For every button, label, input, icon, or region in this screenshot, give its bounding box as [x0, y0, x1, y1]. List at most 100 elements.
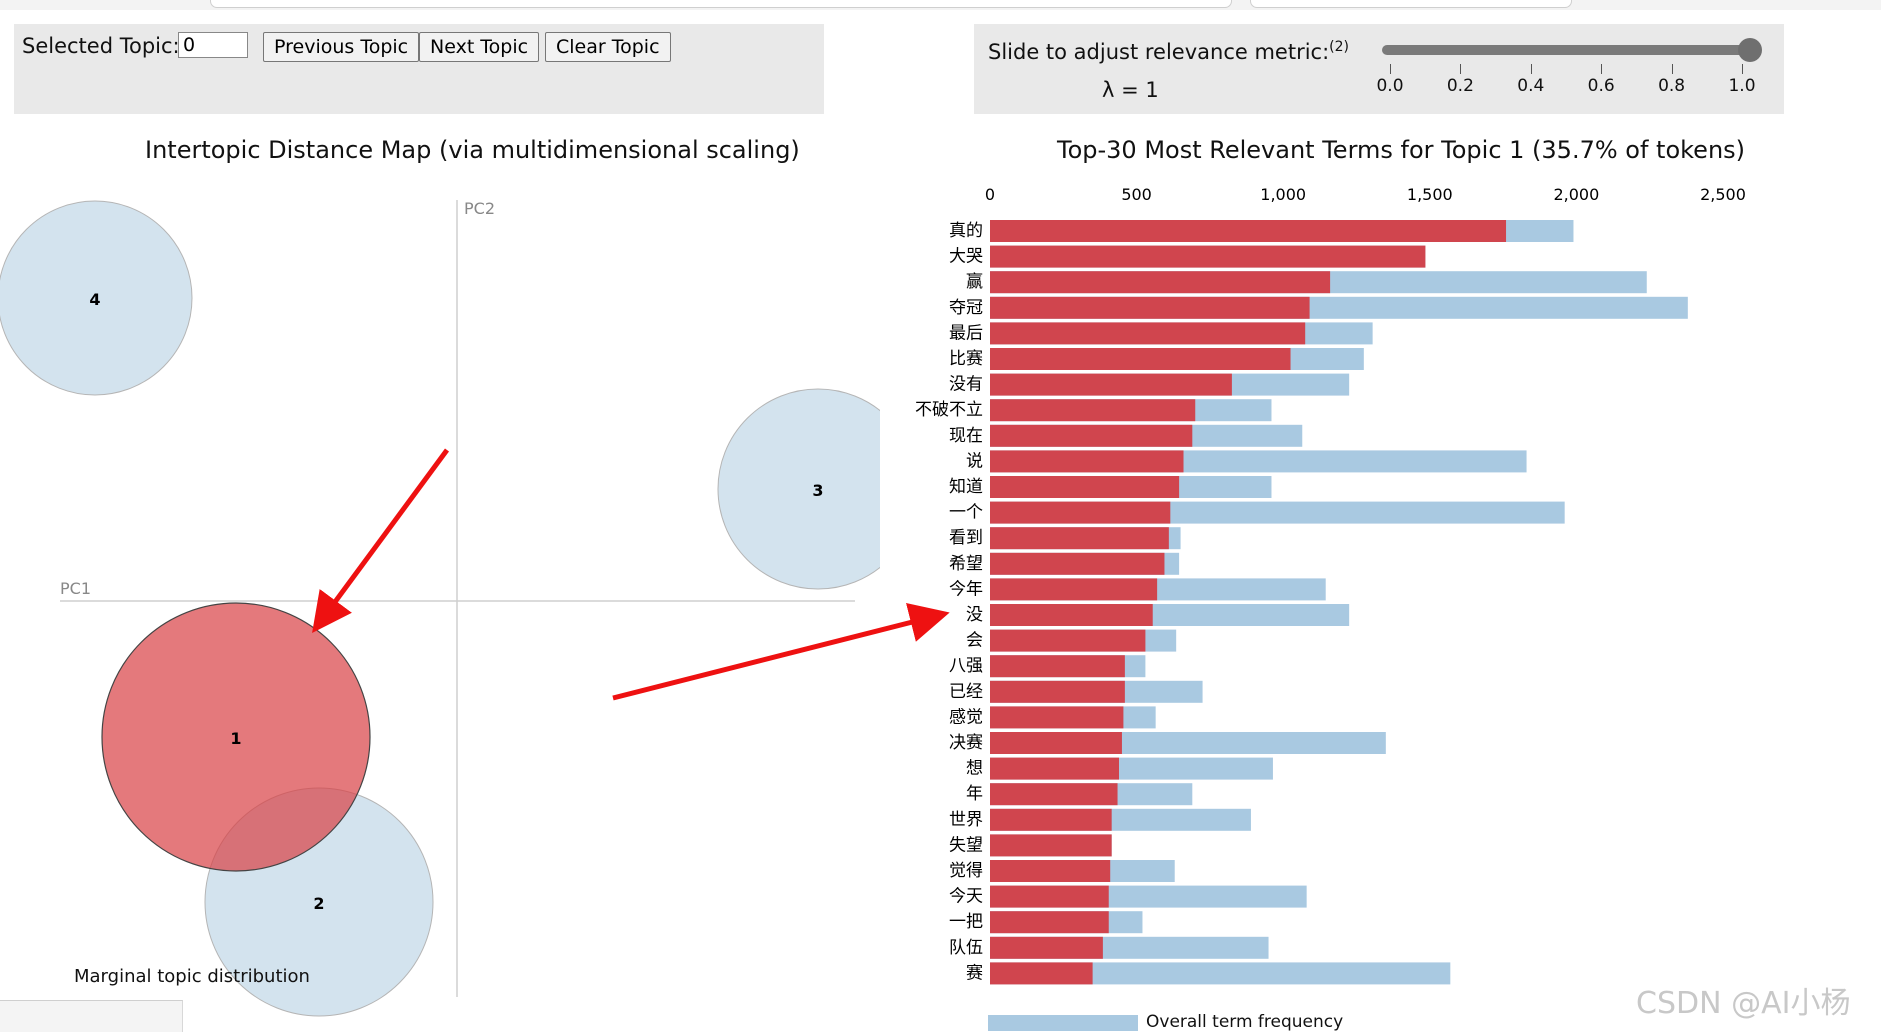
term-label-3[interactable]: 赢	[966, 272, 983, 292]
topic-circle-1-selected[interactable]	[101, 602, 371, 872]
bar-topic-3[interactable]	[990, 271, 1331, 294]
term-bar-chart: 0 500 1,000 1,500 2,000 2,500 真的大哭赢夺冠最后比赛没有不破不…	[915, 185, 1746, 985]
term-label-21[interactable]: 决赛	[949, 732, 983, 753]
topic-circle-4[interactable]	[0, 200, 193, 396]
relevance-slider-track[interactable]	[1382, 45, 1746, 55]
bar-topic-15[interactable]	[990, 578, 1158, 601]
bar-topic-4[interactable]	[990, 296, 1310, 319]
term-label-9[interactable]: 现在	[949, 426, 983, 446]
bar-topic-25[interactable]	[990, 834, 1112, 857]
term-label-10[interactable]: 说	[966, 451, 983, 471]
term-label-23[interactable]: 年	[966, 784, 983, 804]
legend-label-overall: Overall term frequency	[1146, 1012, 1344, 1032]
x-tick-label: 1,000	[1260, 185, 1306, 204]
bar-topic-17[interactable]	[990, 629, 1146, 652]
relevance-control-panel: Slide to adjust relevance metric:(2) λ =…	[974, 24, 1784, 114]
bar-topic-30[interactable]	[990, 962, 1093, 985]
relevance-label: Slide to adjust relevance metric:(2)	[988, 39, 1349, 64]
term-label-20[interactable]: 感觉	[949, 707, 983, 727]
browser-top-strip	[0, 0, 1881, 10]
slider-tick	[1460, 64, 1462, 74]
bar-topic-24[interactable]	[990, 808, 1112, 831]
bar-topic-6[interactable]	[990, 348, 1291, 370]
topic-label-2: 2	[313, 894, 324, 913]
term-label-24[interactable]: 世界	[949, 810, 983, 830]
bar-topic-22[interactable]	[990, 757, 1120, 780]
term-label-25[interactable]: 失望	[949, 835, 983, 855]
slider-tick	[1530, 64, 1532, 74]
topic-label-3: 3	[812, 481, 823, 500]
term-label-17[interactable]: 会	[966, 631, 983, 651]
term-label-28[interactable]: 一把	[949, 912, 983, 932]
bar-topic-13[interactable]	[990, 527, 1169, 550]
bar-topic-29[interactable]	[990, 936, 1103, 959]
selected-topic-input[interactable]	[178, 32, 248, 58]
slider-tick-label: 0.8	[1658, 76, 1686, 96]
bar-topic-10[interactable]	[990, 450, 1184, 473]
topic-control-panel: Selected Topic: Previous Topic Next Topi…	[14, 24, 824, 114]
slider-tick	[1671, 64, 1673, 74]
slider-tick	[1742, 64, 1743, 74]
term-label-8[interactable]: 不破不立	[915, 400, 983, 420]
marginal-topic-label: Marginal topic distribution	[74, 966, 310, 987]
term-label-11[interactable]: 知道	[949, 477, 983, 497]
bar-topic-1[interactable]	[990, 220, 1507, 242]
term-label-15[interactable]: 今年	[949, 579, 983, 599]
bar-topic-14[interactable]	[990, 552, 1165, 575]
bar-topic-12[interactable]	[990, 501, 1171, 524]
bar-topic-16[interactable]	[990, 604, 1153, 626]
map-title: Intertopic Distance Map (via multidimens…	[145, 136, 800, 164]
term-label-12[interactable]: 一个	[949, 503, 983, 523]
term-label-30[interactable]: 赛	[966, 962, 983, 983]
relevance-note: (2)	[1329, 39, 1350, 55]
term-label-26[interactable]: 觉得	[949, 861, 983, 881]
relevance-label-text: Slide to adjust relevance metric:	[988, 40, 1330, 64]
term-label-4[interactable]: 夺冠	[949, 298, 983, 318]
term-label-18[interactable]: 八强	[949, 656, 983, 676]
term-label-5[interactable]: 最后	[949, 323, 983, 343]
term-label-2[interactable]: 大哭	[949, 247, 983, 267]
bar-topic-20[interactable]	[990, 706, 1124, 729]
term-label-16[interactable]: 没	[966, 605, 983, 625]
previous-topic-button[interactable]: Previous Topic	[263, 32, 420, 62]
next-topic-button[interactable]: Next Topic	[419, 32, 540, 62]
term-label-22[interactable]: 想	[966, 759, 983, 779]
slider-tick-label: 1.0	[1728, 76, 1756, 96]
bar-topic-9[interactable]	[990, 424, 1193, 447]
bar-topic-5[interactable]	[990, 322, 1306, 345]
pc2-label: PC2	[464, 199, 495, 218]
term-label-19[interactable]: 已经	[949, 682, 983, 702]
term-label-29[interactable]: 队伍	[949, 938, 983, 958]
bar-topic-28[interactable]	[990, 911, 1109, 934]
bar-topic-8[interactable]	[990, 399, 1196, 422]
slider-tick-label: 0.2	[1446, 76, 1474, 96]
bar-topic-19[interactable]	[990, 680, 1125, 703]
term-label-6[interactable]: 比赛	[949, 348, 983, 369]
bar-overall-30[interactable]	[990, 962, 1451, 985]
term-label-14[interactable]: 希望	[949, 554, 983, 574]
relevance-slider-thumb[interactable]	[1738, 38, 1762, 62]
topic-circle-3[interactable]	[717, 388, 880, 590]
bar-topic-23[interactable]	[990, 783, 1118, 806]
bar-chart-title: Top-30 Most Relevant Terms for Topic 1 (…	[1057, 136, 1746, 164]
x-tick-label: 2,000	[1553, 185, 1599, 204]
slider-tick	[1390, 64, 1391, 74]
term-label-1[interactable]: 真的	[949, 221, 983, 241]
x-tick-label: 0	[985, 185, 995, 204]
bar-topic-11[interactable]	[990, 476, 1180, 498]
bar-topic-7[interactable]	[990, 373, 1232, 396]
slider-tick	[1601, 64, 1603, 74]
bar-topic-2[interactable]	[990, 245, 1426, 268]
term-label-7[interactable]: 没有	[949, 375, 983, 395]
term-label-27[interactable]: 今天	[949, 887, 983, 907]
bar-topic-26[interactable]	[990, 860, 1111, 882]
bar-topic-18[interactable]	[990, 655, 1125, 678]
selected-topic-label: Selected Topic:	[22, 34, 180, 58]
term-label-13[interactable]: 看到	[949, 528, 983, 548]
bar-topic-27[interactable]	[990, 885, 1109, 908]
clear-topic-button[interactable]: Clear Topic	[545, 32, 671, 62]
x-tick-label: 2,500	[1700, 185, 1746, 204]
bottom-tab[interactable]	[0, 1000, 183, 1032]
topic-label-4: 4	[89, 290, 100, 309]
bar-topic-21[interactable]	[990, 732, 1122, 754]
